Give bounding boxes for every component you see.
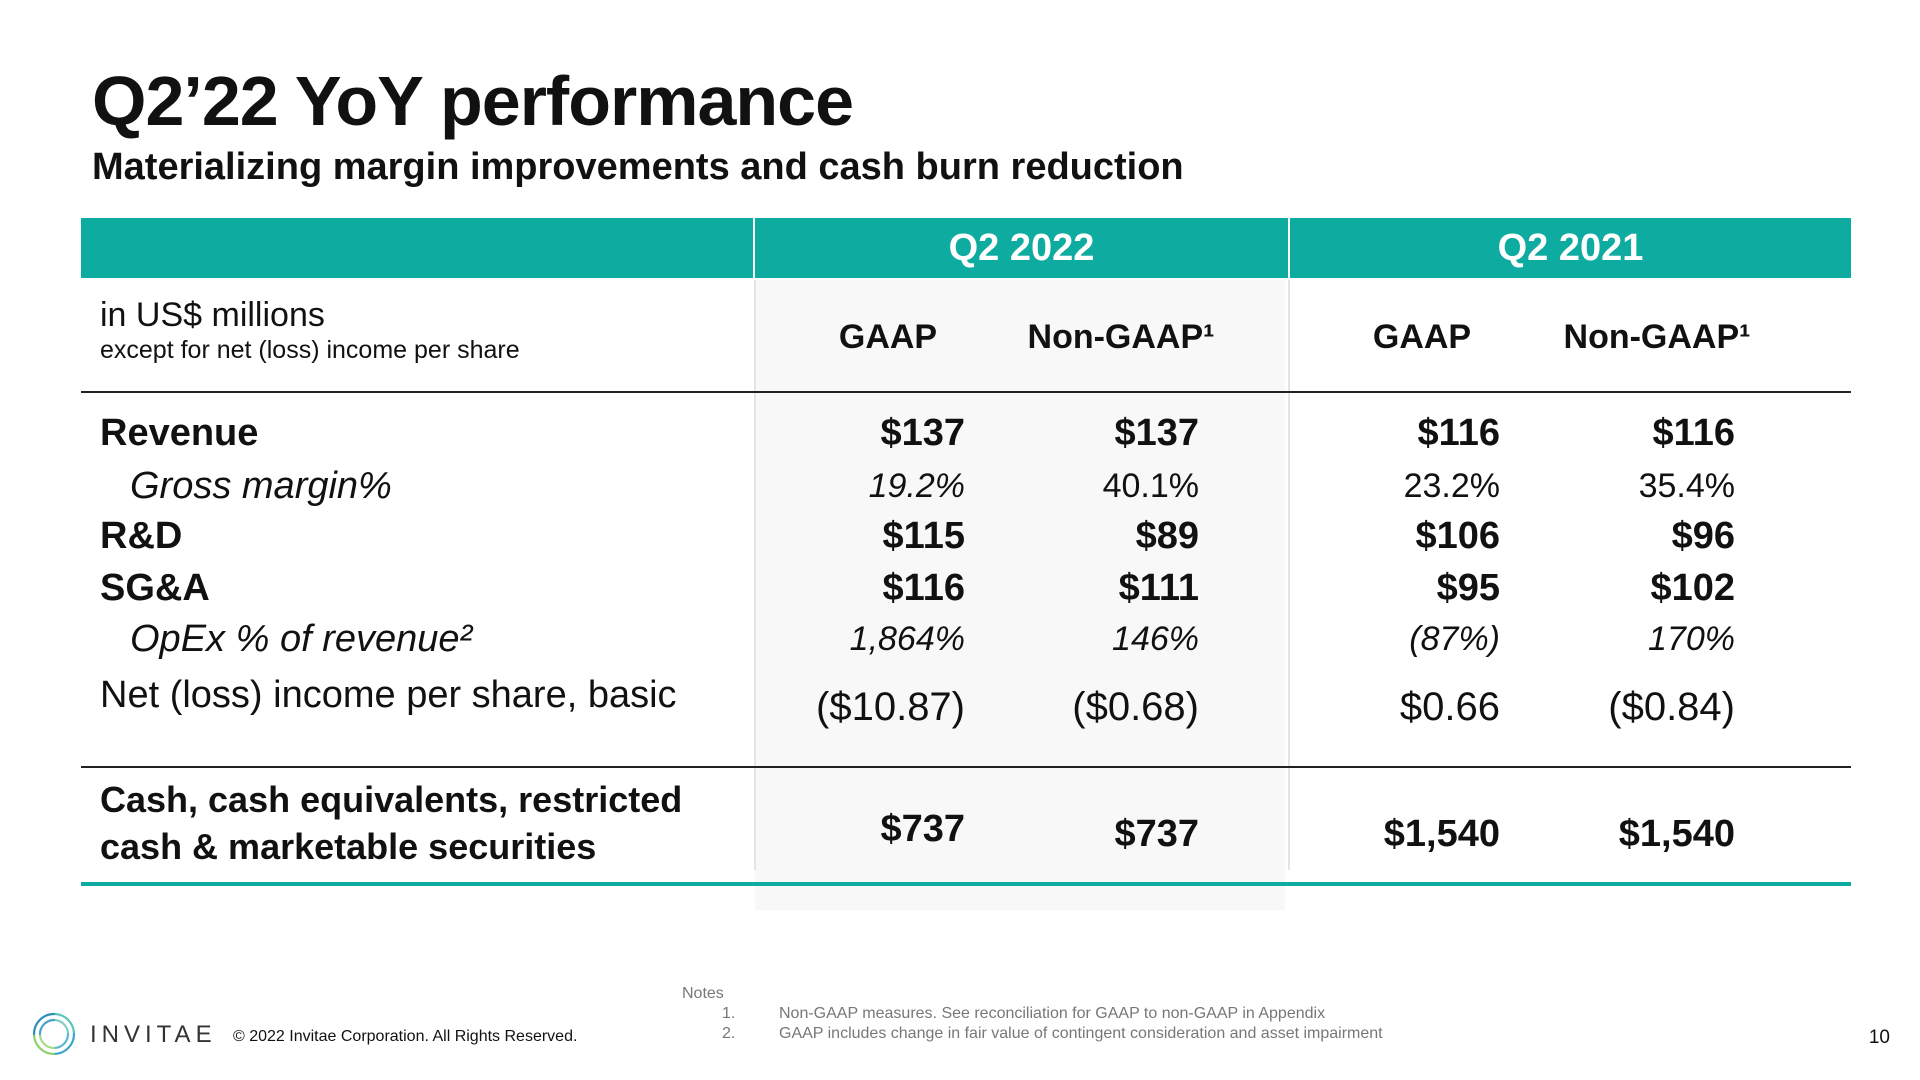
row-label-cash: Cash, cash equivalents, restricted cash … [100,776,682,870]
table-cell: 19.2% [868,467,965,505]
table-cell: $89 [1135,515,1199,557]
units-label: in US$ millions [100,296,325,334]
row-label-revenue: Revenue [100,412,259,454]
table-cell: $106 [1415,515,1500,557]
column-divider [1288,280,1290,870]
table-cell: $116 [1652,412,1735,454]
note-text: GAAP includes change in fair value of co… [779,1025,1383,1042]
table-cell: $737 [1114,813,1199,855]
table-cell: ($10.87) [816,685,965,729]
page-subtitle: Materializing margin improvements and ca… [92,146,1184,188]
section-rule [81,766,1851,768]
table-cell: 35.4% [1638,467,1735,505]
table-cell: 23.2% [1403,467,1500,505]
page-number: 10 [1868,1027,1890,1048]
copyright: © 2022 Invitae Corporation. All Rights R… [233,1028,578,1045]
table-cell: $1,540 [1383,813,1500,855]
note-number: 2. [722,1025,736,1042]
table-cell: ($0.84) [1608,685,1735,729]
row-label-net-income: Net (loss) income per share, basic [100,674,677,716]
table-cell: ($0.68) [1072,685,1199,729]
table-header-bar [81,218,1851,278]
row-label-opex: OpEx % of revenue² [130,618,473,660]
page-title: Q2’22 YoY performance [92,62,854,140]
table-cell: 1,864% [849,620,965,658]
column-header-nongaap-2021: Non-GAAP¹ [1563,318,1751,356]
table-cell: (87%) [1409,620,1500,658]
table-bottom-rule [81,882,1851,886]
header-divider [1288,218,1290,278]
table-cell: $111 [1118,567,1199,609]
row-label-cash-line1: Cash, cash equivalents, restricted [100,779,683,820]
table-cell: 40.1% [1102,467,1199,505]
row-label-rnd: R&D [100,515,183,557]
column-header-nongaap-2022: Non-GAAP¹ [1027,318,1215,356]
table-cell: $137 [1114,412,1199,454]
table-cell: $115 [882,515,965,557]
column-header-gaap-2022: GAAP [838,318,938,356]
header-rule [81,391,1851,393]
table-cell: 170% [1648,620,1735,658]
table-cell: $1,540 [1618,813,1735,855]
header-q2-2021: Q2 2021 [1497,226,1644,269]
row-label-gross-margin: Gross margin% [130,465,392,507]
notes-label: Notes [682,985,724,1002]
column-divider [754,280,756,870]
invitae-logo-icon [32,1012,76,1056]
table-cell: $137 [880,412,965,454]
header-q2-2022: Q2 2022 [948,226,1095,269]
header-divider [753,218,755,278]
table-cell: $116 [882,567,965,609]
table-cell: $116 [1417,412,1500,454]
note-number: 1. [722,1005,736,1022]
table-cell: 146% [1112,620,1199,658]
units-sublabel: except for net (loss) income per share [100,336,520,364]
column-header-gaap-2021: GAAP [1372,318,1472,356]
q2-2022-panel [755,280,1285,910]
row-label-cash-line2: cash & marketable securities [100,826,597,867]
table-cell: $737 [880,808,965,850]
table-cell: $102 [1650,567,1735,609]
table-cell: $0.66 [1399,685,1500,729]
table-cell: $95 [1436,567,1500,609]
note-text: Non-GAAP measures. See reconciliation fo… [779,1005,1326,1022]
row-label-sga: SG&A [100,567,210,609]
brand-name: INVITAE [90,1021,217,1048]
table-cell: $96 [1671,515,1735,557]
